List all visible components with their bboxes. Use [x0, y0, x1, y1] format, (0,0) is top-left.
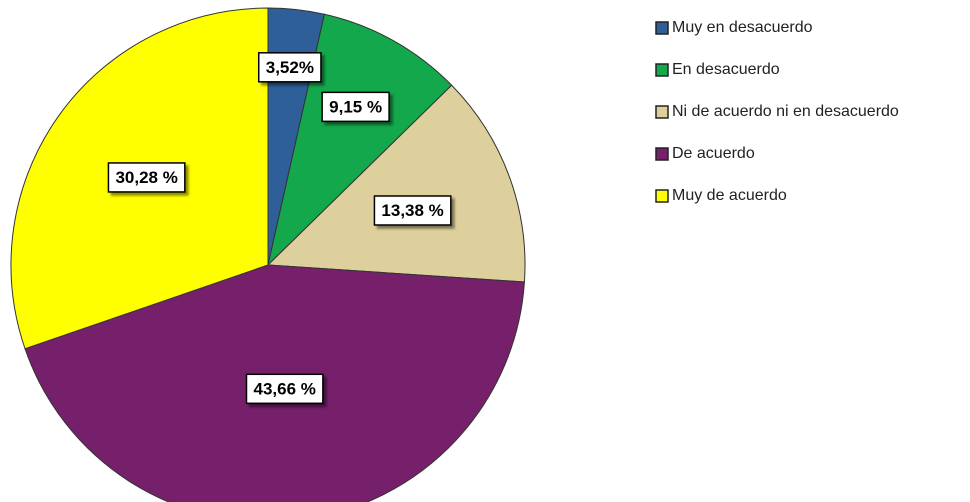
legend-label: De acuerdo: [672, 145, 755, 162]
legend-label: Ni de acuerdo ni en desacuerdo: [672, 103, 899, 120]
data-label: 9,15 %: [329, 97, 382, 116]
legend-swatch: [655, 105, 669, 119]
legend-swatch: [655, 21, 669, 35]
data-label-box: [321, 91, 390, 123]
data-label-box: [257, 52, 322, 83]
data-label: 13,38 %: [381, 201, 443, 220]
data-label: 30,28 %: [115, 168, 177, 187]
pie-slice: [266, 84, 526, 283]
legend-label: En desacuerdo: [672, 61, 780, 78]
legend-swatch: [655, 189, 669, 203]
legend-label: Muy de acuerdo: [672, 187, 787, 204]
data-label-box: [245, 373, 324, 405]
data-label-box: [107, 162, 186, 193]
legend-swatch: [655, 147, 669, 161]
legend-swatch: [655, 63, 669, 77]
data-label: 43,66 %: [253, 379, 315, 398]
data-label: 3,52%: [266, 58, 314, 77]
legend-label: Muy en desacuerdo: [672, 19, 813, 36]
data-label-box: [373, 195, 452, 226]
